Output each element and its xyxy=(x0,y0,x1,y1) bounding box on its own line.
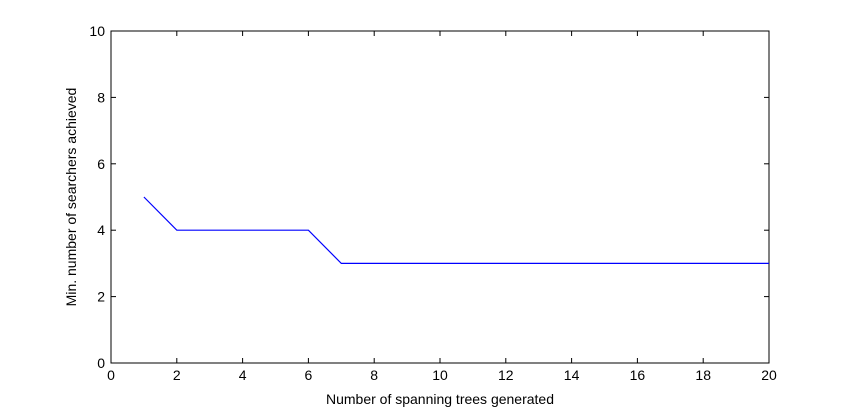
x-tick-label: 10 xyxy=(432,367,448,383)
x-tick-label: 16 xyxy=(630,367,646,383)
y-tick-label: 0 xyxy=(97,355,105,371)
y-tick-label: 4 xyxy=(97,222,105,238)
y-tick-label: 6 xyxy=(97,156,105,172)
y-tick-label: 2 xyxy=(97,289,105,305)
y-axis-title: Min. number of searchers achieved xyxy=(63,88,79,307)
x-axis-title: Number of spanning trees generated xyxy=(326,391,554,407)
x-tick-label: 0 xyxy=(107,367,115,383)
x-tick-label: 2 xyxy=(173,367,181,383)
x-axis-ticks: 0 2 4 6 8 10 12 14 16 18 20 xyxy=(107,31,777,383)
series-line xyxy=(143,196,769,264)
x-tick-label: 20 xyxy=(761,367,777,383)
x-tick-label: 12 xyxy=(498,367,514,383)
plot-area: 0 2 4 6 8 10 12 14 16 18 20 0 2 4 6 8 10 xyxy=(89,23,777,383)
x-tick-label: 18 xyxy=(695,367,711,383)
axes-box xyxy=(110,30,770,364)
y-tick-label: 8 xyxy=(97,89,105,105)
series-layer xyxy=(143,196,769,264)
y-axis-ticks: 0 2 4 6 8 10 xyxy=(89,23,769,371)
x-tick-label: 6 xyxy=(305,367,313,383)
y-tick-label: 10 xyxy=(89,23,105,39)
x-tick-label: 14 xyxy=(564,367,580,383)
x-tick-label: 4 xyxy=(239,367,247,383)
x-tick-label: 8 xyxy=(370,367,378,383)
